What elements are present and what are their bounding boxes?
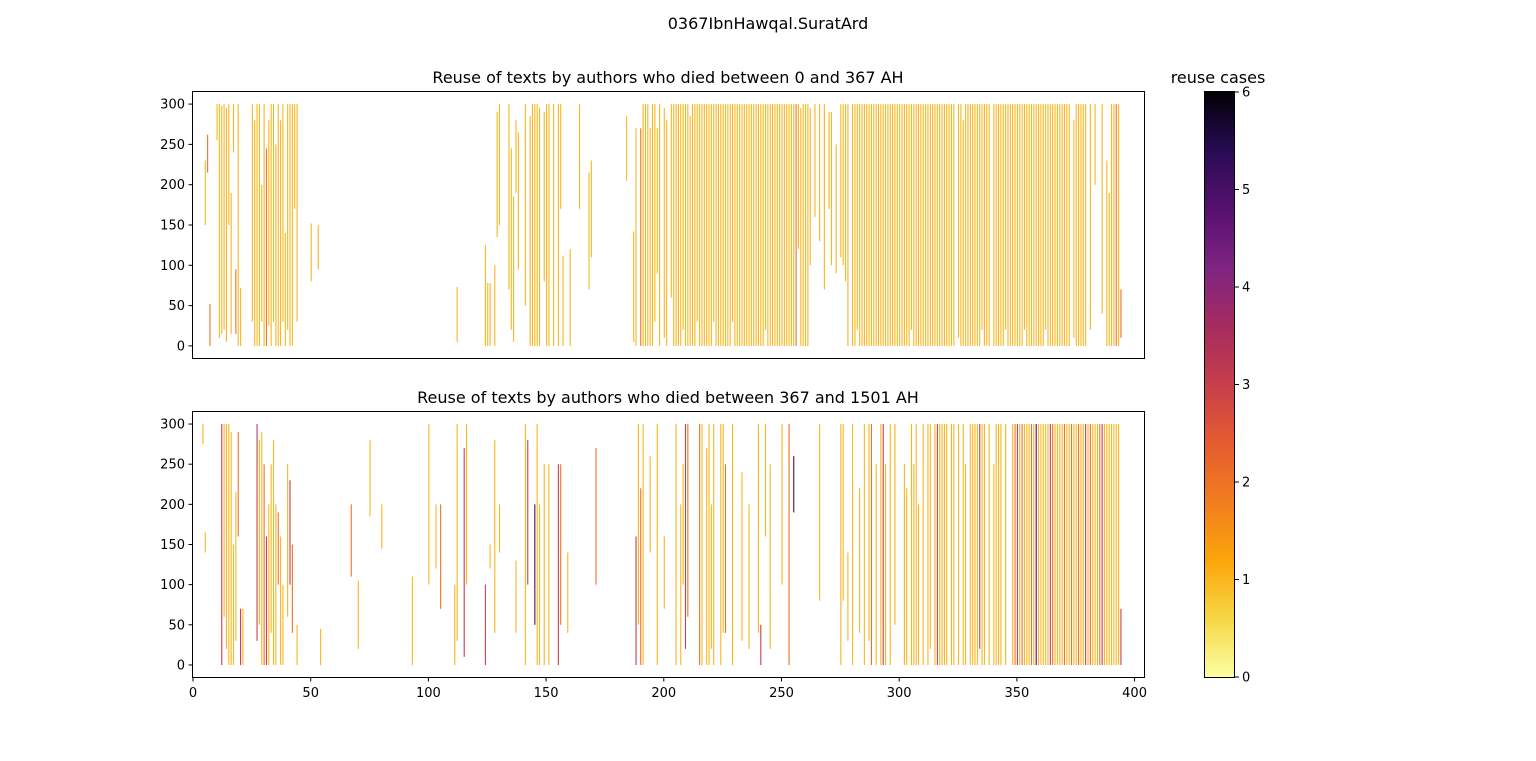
colorbar-tick-label: 2 [1242,476,1250,491]
colorbar: reuse cases 0 1 2 3 4 5 6 [1171,68,1266,686]
bottom-subplot-segments [202,424,1122,665]
x-tick-label: 250 [769,686,794,701]
colorbar-tick-label: 3 [1242,378,1250,393]
y-tick-label: 300 [160,98,185,113]
y-tick-label: 250 [160,138,185,153]
colorbar-gradient [1204,91,1235,678]
x-tick-label: 100 [416,686,441,701]
y-tick-label: 100 [160,259,185,274]
top-subplot-segments [204,104,1122,346]
y-tick-label: 250 [160,458,185,473]
y-tick-label: 50 [168,299,185,314]
y-tick-label: 200 [160,178,185,193]
x-tick-label: 50 [302,686,319,701]
x-tick-label: 400 [1122,686,1147,701]
colorbar-tick-label: 6 [1242,86,1250,101]
y-tick-label: 0 [177,658,185,673]
x-tick-label: 200 [651,686,676,701]
bottom-subplot-title: Reuse of texts by authors who died betwe… [417,388,919,407]
top-subplot-frame [192,91,1145,359]
figure-title: 0367IbnHawqal.SuratArd [668,14,869,33]
y-tick-label: 150 [160,219,185,234]
bottom-subplot-y-ticks: 0 50 100 150 200 250 300 [160,418,193,673]
colorbar-ticks: 0 1 2 3 4 5 6 [1235,86,1250,686]
bottom-subplot-x-ticks: 0 50 100 150 200 250 300 350 400 [189,677,1147,701]
y-tick-label: 150 [160,538,185,553]
y-tick-label: 300 [160,418,185,433]
colorbar-tick-label: 1 [1242,573,1250,588]
colorbar-tick-label: 4 [1242,281,1250,296]
y-tick-label: 100 [160,578,185,593]
x-tick-label: 150 [534,686,559,701]
y-tick-label: 0 [177,339,185,354]
top-subplot-y-ticks: 0 50 100 150 200 250 300 [160,98,193,354]
colorbar-tick-label: 0 [1242,671,1250,686]
x-tick-label: 300 [887,686,912,701]
x-tick-label: 0 [189,686,197,701]
y-tick-label: 200 [160,498,185,513]
y-tick-label: 50 [168,618,185,633]
colorbar-tick-label: 5 [1242,183,1250,198]
bottom-subplot-frame [192,411,1145,678]
top-subplot-title: Reuse of texts by authors who died betwe… [432,68,903,87]
x-tick-label: 350 [1004,686,1029,701]
colorbar-title: reuse cases [1171,68,1266,87]
top-subplot: Reuse of texts by authors who died betwe… [160,68,1145,359]
bottom-subplot: Reuse of texts by authors who died betwe… [160,388,1147,701]
